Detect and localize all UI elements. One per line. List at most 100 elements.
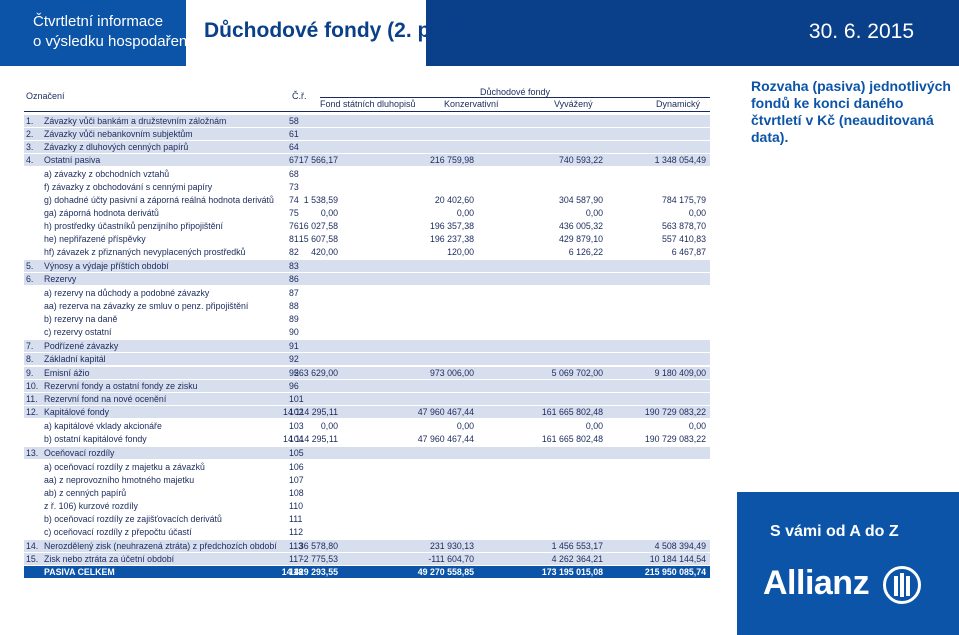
row-number: 9. [26, 368, 34, 378]
row-value-fund-1: 973 006,00 [429, 368, 474, 378]
row-cr: 112 [289, 527, 304, 537]
row-value-fund-3: 190 729 083,22 [644, 407, 706, 417]
row-cr: 106 [289, 462, 304, 472]
row-value-fund-1: 231 930,13 [429, 541, 474, 551]
table-row: b) oceňovací rozdíly ze zajišťovacích de… [24, 513, 710, 525]
row-value-fund-0: 36 578,80 [298, 541, 338, 551]
row-cr: 107 [289, 475, 304, 485]
row-cr: 68 [289, 169, 299, 179]
row-cr: 90 [289, 327, 299, 337]
row-number: 10. [26, 381, 39, 391]
row-value-fund-2: 4 262 364,21 [551, 554, 603, 564]
logo-bar-center [900, 573, 904, 597]
row-label: aa) z neprovozního hmotného majetku [44, 475, 195, 485]
logo-bar-left [894, 576, 898, 596]
table-row: a) rezervy na důchody a podobné závazky 8… [24, 287, 710, 299]
row-value-fund-2: 161 665 802,48 [541, 407, 603, 417]
row-label: a) závazky z obchodních vztahů [44, 169, 170, 179]
row-value-fund-2: 161 665 802,48 [541, 434, 603, 444]
header-divider [24, 111, 710, 112]
row-label: Základní kapitál [44, 354, 106, 364]
row-value-fund-3: 4 508 394,49 [654, 541, 706, 551]
row-number: 1. [26, 116, 34, 126]
row-label: Výnosy a výdaje příštích období [44, 261, 169, 271]
row-label: he) nepřiřazené příspěvky [44, 234, 146, 244]
row-number: 4. [26, 155, 34, 165]
row-cr: 103 [289, 421, 304, 431]
table-row: aa) z neprovozního hmotného majetku 107 [24, 474, 710, 486]
table-row: z ř. 106) kurzové rozdíly 110 [24, 500, 710, 512]
row-value-fund-0: 14 429 293,55 [281, 567, 338, 577]
table-row: he) nepřiřazené příspěvky 81 15 607,58 196 … [24, 233, 710, 245]
row-label: z ř. 106) kurzové rozdíly [44, 501, 138, 511]
row-cr: 86 [289, 274, 299, 284]
row-value-fund-2: 0,00 [585, 421, 603, 431]
row-label: a) rezervy na důchody a podobné závazky [44, 288, 210, 298]
row-number: 14. [26, 541, 39, 551]
row-number: 11. [26, 394, 38, 404]
table-row: 12. Kapitálové fondy 102 14 114 295,11 47 96… [24, 406, 710, 418]
table-row: ga) záporná hodnota derivátů 75 0,00 0,00 0,… [24, 207, 710, 219]
table-row: a) oceňovací rozdíly z majetku a závazků… [24, 461, 710, 473]
row-cr: 101 [289, 394, 304, 404]
title-box: Důchodové fondy (2. pilíř) [186, 0, 463, 66]
table-row: a) kapitálové vklady akcionáře 103 0,00 0,0… [24, 420, 710, 432]
row-label: Emisní ážio [44, 368, 90, 378]
row-number: 13. [26, 448, 39, 458]
col-header-row-number: Č.ř. [292, 91, 307, 101]
table-row: c) rezervy ostatní 90 [24, 326, 710, 338]
table-row: 4. Ostatní pasiva 67 17 566,17 216 759,98 740… [24, 154, 710, 166]
row-number: 6. [26, 274, 34, 284]
row-value-fund-1: 0,00 [456, 208, 474, 218]
table-row: hf) závazek z přiznaných nevyplacených p… [24, 246, 710, 258]
page-title: Důchodové fondy (2. pilíř) [204, 19, 464, 42]
table-row: a) závazky z obchodních vztahů 68 [24, 168, 710, 180]
row-value-fund-3: 9 180 409,00 [654, 368, 706, 378]
row-label: Rezervy [44, 274, 77, 284]
row-value-fund-3: 563 878,70 [661, 221, 706, 231]
row-value-fund-0: 0,00 [320, 421, 338, 431]
row-value-fund-2: 1 456 553,17 [551, 541, 603, 551]
table-row: 1. Závazky vůči bankám a družstevním zálo… [24, 115, 710, 127]
row-value-fund-0: 17 566,17 [298, 155, 338, 165]
row-cr: 113 [289, 541, 304, 551]
row-value-fund-0: 14 114 295,11 [283, 434, 338, 444]
row-cr: 83 [289, 261, 299, 271]
col-header-group: Důchodové fondy [320, 87, 710, 98]
row-number: 3. [26, 142, 34, 152]
row-cr: 73 [289, 182, 299, 192]
brand-slogan: S vámi od A do Z [770, 523, 899, 540]
row-cr: 111 [289, 514, 303, 524]
row-value-fund-0: 420,00 [311, 247, 338, 257]
row-label: Závazky vůči nebankovním subjektům [44, 129, 193, 139]
table-row: 2. Závazky vůči nebankovním subjektům 61 [24, 128, 710, 140]
row-number: 2. [26, 129, 34, 139]
row-value-fund-1: 0,00 [456, 421, 474, 431]
table-row: c) oceňovací rozdíly z přepočtu účastí 11… [24, 526, 710, 538]
row-cr: 82 [289, 247, 299, 257]
row-label: Nerozdělený zisk (neuhrazená ztráta) z p… [44, 541, 277, 551]
row-label: c) oceňovací rozdíly z přepočtu účastí [44, 527, 192, 537]
row-label: aa) rezerva na závazky ze smluv o penz. … [44, 301, 249, 311]
row-label: Závazky z dluhových cenných papírů [44, 142, 189, 152]
row-label: ga) záporná hodnota derivátů [44, 208, 159, 218]
row-label: a) oceňovací rozdíly z majetku a závazků [44, 462, 205, 472]
row-value-fund-2: 0,00 [585, 208, 603, 218]
row-number: 7. [26, 341, 34, 351]
col-header-fund-3: Dynamický [656, 99, 701, 109]
row-cr: 61 [289, 129, 299, 139]
row-label: a) kapitálové vklady akcionáře [44, 421, 162, 431]
row-value-fund-3: 784 175,79 [661, 195, 706, 205]
row-value-fund-3: 215 950 085,74 [644, 567, 706, 577]
col-header-label: Označení [26, 91, 65, 101]
row-label: f) závazky z obchodování s cennými papír… [44, 182, 213, 192]
row-cr: 92 [289, 354, 299, 364]
row-label: h) prostředky účastníků penzijního připo… [44, 221, 223, 231]
row-cr: 58 [289, 116, 299, 126]
row-label: PASIVA CELKEM [44, 567, 115, 577]
row-cr: 89 [289, 314, 299, 324]
row-label: Závazky vůči bankám a družstevním záložn… [44, 116, 227, 126]
row-value-fund-3: 6 467,87 [671, 247, 706, 257]
row-cr: 67 [289, 155, 299, 165]
table-row: b) rezervy na daně 89 [24, 313, 710, 325]
